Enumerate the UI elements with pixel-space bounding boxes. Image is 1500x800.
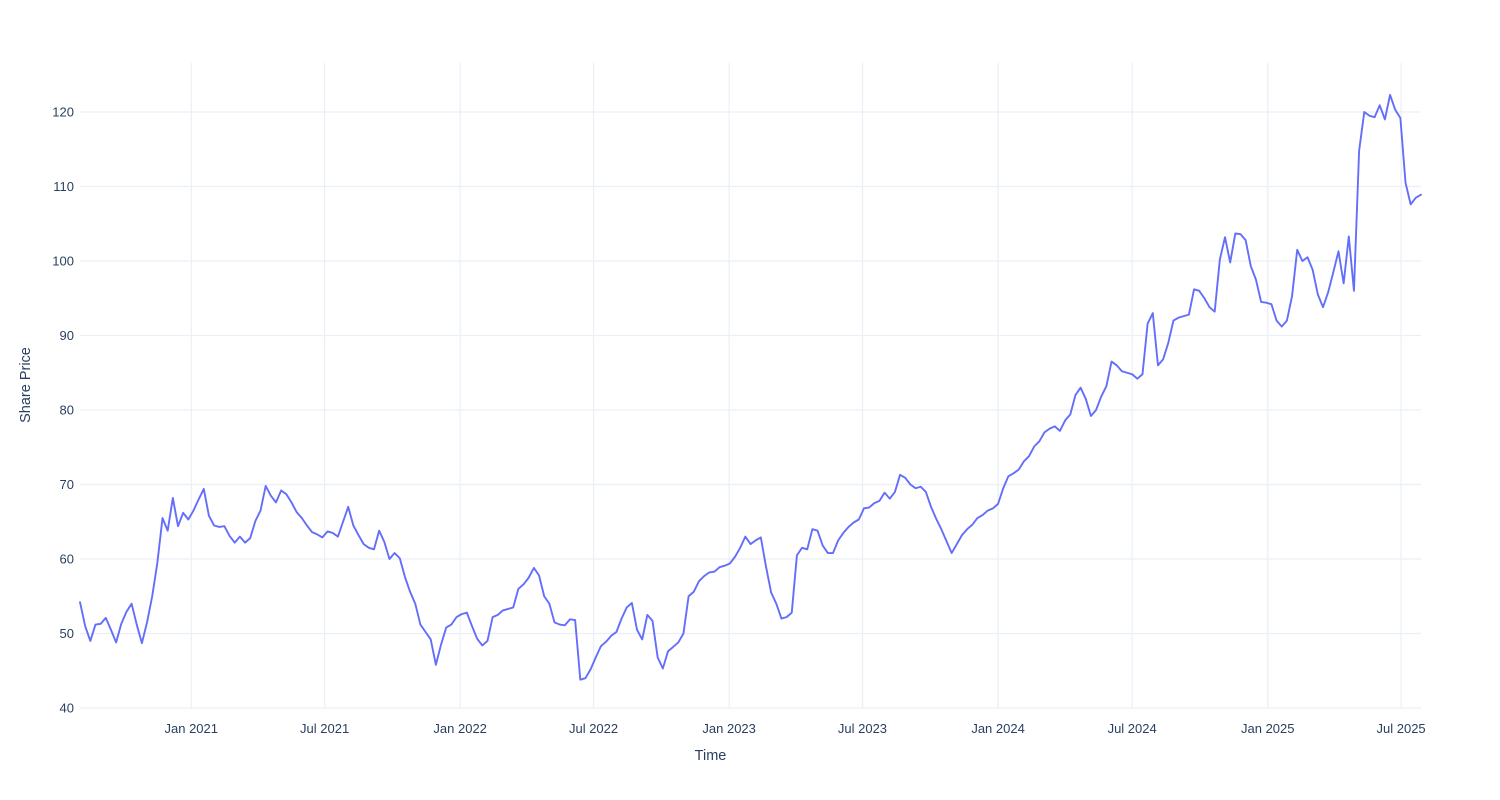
y-axis-title: Share Price (17, 347, 34, 423)
x-tick-label: Jul 2025 (1377, 721, 1426, 736)
y-tick-label: 80 (60, 403, 74, 418)
x-tick-label: Jan 2024 (971, 721, 1025, 736)
x-tick-label: Jul 2021 (300, 721, 349, 736)
gridlines (80, 63, 1421, 709)
y-tick-label: 70 (60, 477, 74, 492)
y-tick-label: 60 (60, 552, 74, 567)
x-tick-label: Jan 2023 (702, 721, 756, 736)
y-tick-label: 90 (60, 328, 74, 343)
y-tick-label: 110 (53, 179, 74, 194)
x-axis-title: Time (694, 748, 727, 764)
share-price-line[interactable] (79, 93, 1422, 681)
x-tick-label: Jan 2022 (433, 721, 487, 736)
tick-labels: 40 50 60 70 80 90 100 110 120 Jan 2021 Jul 2021 Jan… (52, 105, 1425, 737)
x-tick-label: Jul 2023 (838, 721, 887, 736)
y-tick-label: 100 (52, 254, 74, 269)
x-tick-label: Jul 2024 (1108, 721, 1157, 736)
y-tick-label: 50 (60, 626, 74, 641)
y-tick-label: 40 (60, 701, 74, 716)
price-line-layer (79, 93, 1422, 681)
x-tick-label: Jul 2022 (569, 721, 618, 736)
x-tick-label: Jan 2025 (1241, 721, 1295, 736)
y-tick-label: 120 (52, 105, 74, 120)
x-tick-label: Jan 2021 (165, 721, 219, 736)
